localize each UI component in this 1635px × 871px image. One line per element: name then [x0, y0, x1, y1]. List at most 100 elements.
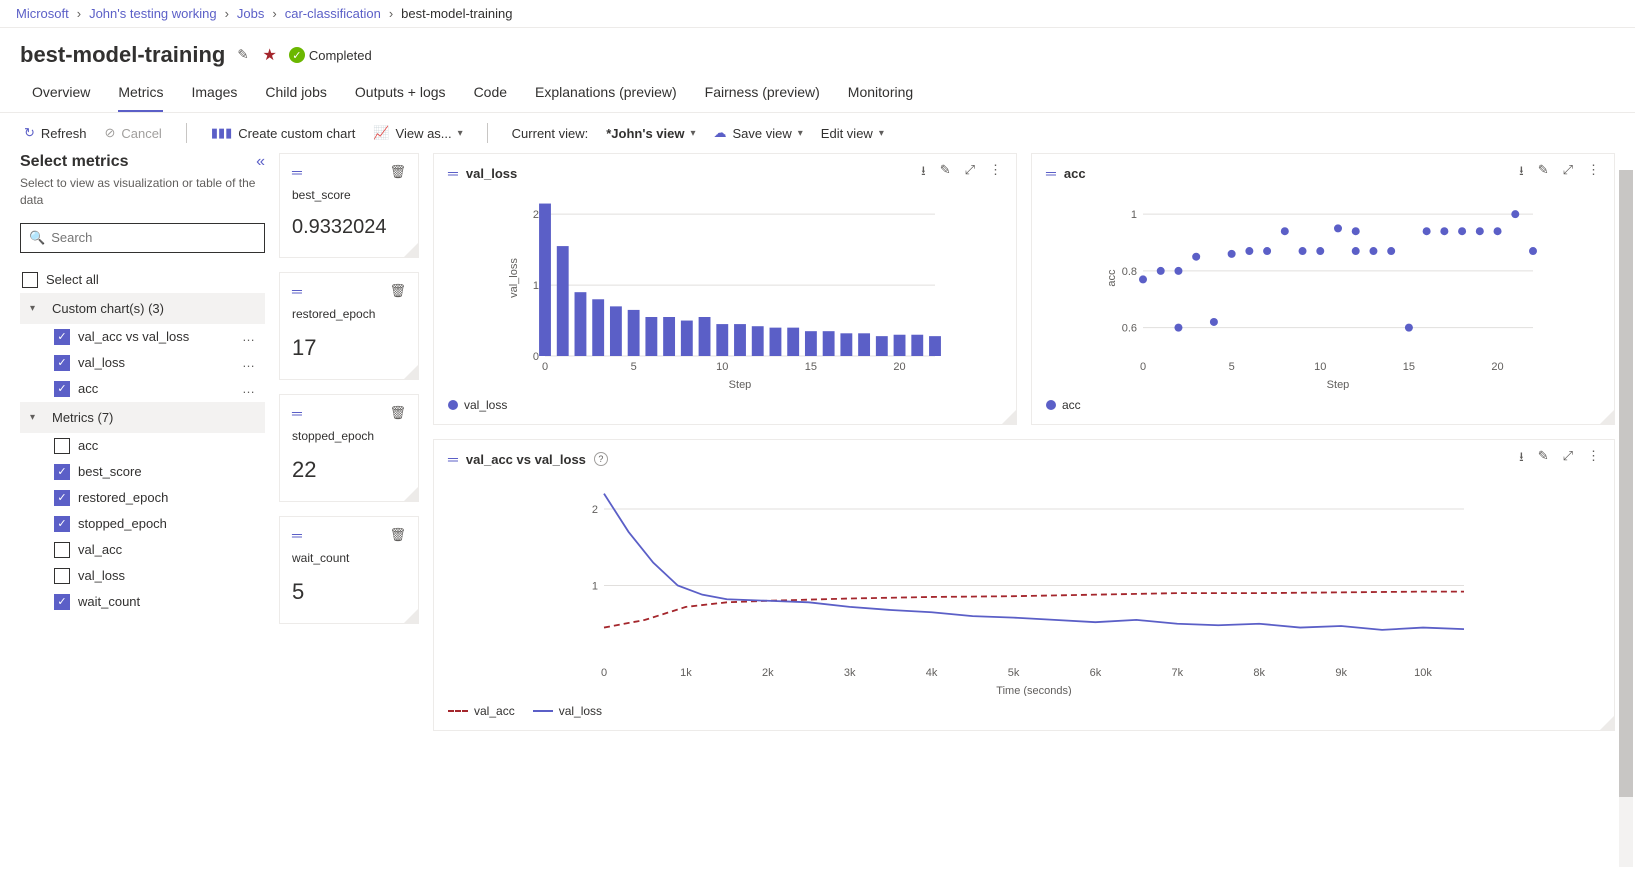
download-chart-button[interactable]: ⭳ [921, 162, 926, 184]
scalar-value: 22 [292, 457, 406, 483]
metric-group[interactable]: ▾Metrics (7) [20, 402, 265, 433]
breadcrumb-link[interactable]: Jobs [237, 6, 264, 21]
metric-checkbox[interactable]: ✓best_score [20, 459, 265, 485]
legend-item: val_loss [448, 398, 507, 412]
breadcrumb-link[interactable]: John's testing working [89, 6, 217, 21]
svg-text:10k: 10k [1414, 667, 1432, 679]
tab-fairness-preview-[interactable]: Fairness (preview) [705, 74, 820, 112]
chart-more-button[interactable]: ⋮ [989, 162, 1002, 184]
more-icon[interactable]: … [242, 381, 263, 396]
drag-handle-icon[interactable]: ═ [292, 527, 302, 543]
delete-button[interactable]: 🗑 [389, 283, 406, 299]
more-icon[interactable]: … [242, 329, 263, 344]
edit-view-dropdown[interactable]: Edit view▾ [821, 126, 884, 141]
tab-child-jobs[interactable]: Child jobs [265, 74, 326, 112]
resize-handle[interactable] [404, 365, 418, 379]
group-label: Metrics (7) [52, 410, 113, 425]
metric-checkbox[interactable]: acc [20, 433, 265, 459]
metric-checkbox[interactable]: ✓val_loss… [20, 350, 265, 376]
page-header: best-model-training ✎ ★ ✓ Completed [0, 28, 1635, 74]
search-box[interactable]: 🔍 [20, 223, 265, 253]
tab-outputs-logs[interactable]: Outputs + logs [355, 74, 446, 112]
favorite-button[interactable]: ★ [261, 43, 279, 67]
metric-checkbox[interactable]: ✓wait_count [20, 589, 265, 615]
cancel-button[interactable]: ⊘Cancel [104, 125, 161, 141]
svg-text:0: 0 [533, 351, 539, 363]
scrollbar[interactable] [1619, 170, 1633, 867]
download-chart-button[interactable]: ⭳ [1519, 448, 1524, 470]
drag-handle-icon[interactable]: ═ [292, 283, 302, 299]
collapse-sidebar-button[interactable]: « [256, 153, 265, 171]
expand-chart-button[interactable]: ⤢ [1563, 448, 1573, 470]
chevron-down-icon: ▾ [458, 128, 463, 139]
drag-handle-icon[interactable]: ═ [292, 405, 302, 421]
resize-handle[interactable] [404, 487, 418, 501]
chart-title: val_acc vs val_loss [466, 452, 586, 467]
edit-chart-button[interactable]: ✎ [940, 162, 951, 184]
chart-more-button[interactable]: ⋮ [1587, 162, 1600, 184]
resize-handle[interactable] [404, 609, 418, 623]
svg-text:10: 10 [1314, 361, 1326, 373]
metrics-sidebar: Select metrics « Select to view as visua… [20, 153, 265, 731]
scalar-value: 17 [292, 335, 406, 361]
drag-handle-icon[interactable]: ═ [1046, 165, 1056, 181]
tab-code[interactable]: Code [474, 74, 507, 112]
current-view-dropdown[interactable]: *John's view▾ [606, 126, 695, 141]
edit-chart-button[interactable]: ✎ [1538, 162, 1549, 184]
resize-handle[interactable] [1002, 410, 1016, 424]
svg-text:4k: 4k [926, 667, 938, 679]
metric-group[interactable]: ▾Custom chart(s) (3) [20, 293, 265, 324]
legend-item: acc [1046, 398, 1081, 412]
search-input[interactable] [51, 230, 256, 245]
svg-text:acc: acc [1106, 269, 1118, 287]
metric-label: acc [78, 438, 98, 453]
tab-overview[interactable]: Overview [32, 74, 90, 112]
download-chart-button[interactable]: ⭳ [1519, 162, 1524, 184]
chart-more-button[interactable]: ⋮ [1587, 448, 1600, 470]
delete-button[interactable]: 🗑 [389, 164, 406, 180]
resize-handle[interactable] [404, 243, 418, 257]
metric-checkbox[interactable]: val_acc [20, 537, 265, 563]
help-icon[interactable]: ? [594, 452, 608, 466]
chart-val-loss: ═ val_loss ⭳ ✎ ⤢ ⋮ 01205101520Stepval_lo… [433, 153, 1017, 425]
metric-checkbox[interactable]: ✓restored_epoch [20, 485, 265, 511]
resize-handle[interactable] [1600, 410, 1614, 424]
metric-checkbox[interactable]: ✓val_acc vs val_loss… [20, 324, 265, 350]
drag-handle-icon[interactable]: ═ [448, 451, 458, 467]
svg-text:15: 15 [1403, 361, 1415, 373]
delete-button[interactable]: 🗑 [389, 405, 406, 421]
drag-handle-icon[interactable]: ═ [292, 164, 302, 180]
resize-handle[interactable] [1600, 716, 1614, 730]
tab-explanations-preview-[interactable]: Explanations (preview) [535, 74, 677, 112]
metric-checkbox[interactable]: val_loss [20, 563, 265, 589]
tab-monitoring[interactable]: Monitoring [848, 74, 913, 112]
svg-text:1k: 1k [680, 667, 692, 679]
save-view-button[interactable]: ☁Save view▾ [714, 125, 803, 141]
svg-text:5: 5 [1229, 361, 1235, 373]
edit-title-button[interactable]: ✎ [235, 45, 250, 65]
metric-checkbox[interactable]: ✓acc… [20, 376, 265, 402]
expand-chart-button[interactable]: ⤢ [965, 162, 975, 184]
drag-handle-icon[interactable]: ═ [448, 165, 458, 181]
tab-images[interactable]: Images [191, 74, 237, 112]
delete-button[interactable]: 🗑 [389, 527, 406, 543]
refresh-button[interactable]: ↻Refresh [24, 125, 86, 141]
scrollbar-thumb[interactable] [1619, 170, 1633, 797]
metric-checkbox[interactable]: ✓stopped_epoch [20, 511, 265, 537]
select-all-checkbox[interactable]: Select all [20, 267, 265, 293]
metric-label: best_score [78, 464, 142, 479]
view-as-dropdown[interactable]: 📈View as...▾ [373, 125, 462, 141]
scalar-label: best_score [292, 188, 406, 202]
scalar-label: wait_count [292, 551, 406, 565]
cancel-icon: ⊘ [104, 125, 115, 141]
breadcrumb-link[interactable]: Microsoft [16, 6, 69, 21]
more-icon[interactable]: … [242, 355, 263, 370]
chevron-down-icon: ▾ [30, 303, 44, 314]
create-chart-button[interactable]: ▮▮▮Create custom chart [211, 125, 356, 141]
breadcrumb-link[interactable]: car-classification [285, 6, 381, 21]
tab-metrics[interactable]: Metrics [118, 74, 163, 112]
sidebar-title: Select metrics [20, 153, 129, 171]
edit-chart-button[interactable]: ✎ [1538, 448, 1549, 470]
expand-chart-button[interactable]: ⤢ [1563, 162, 1573, 184]
current-view-label: Current view: [512, 126, 589, 141]
